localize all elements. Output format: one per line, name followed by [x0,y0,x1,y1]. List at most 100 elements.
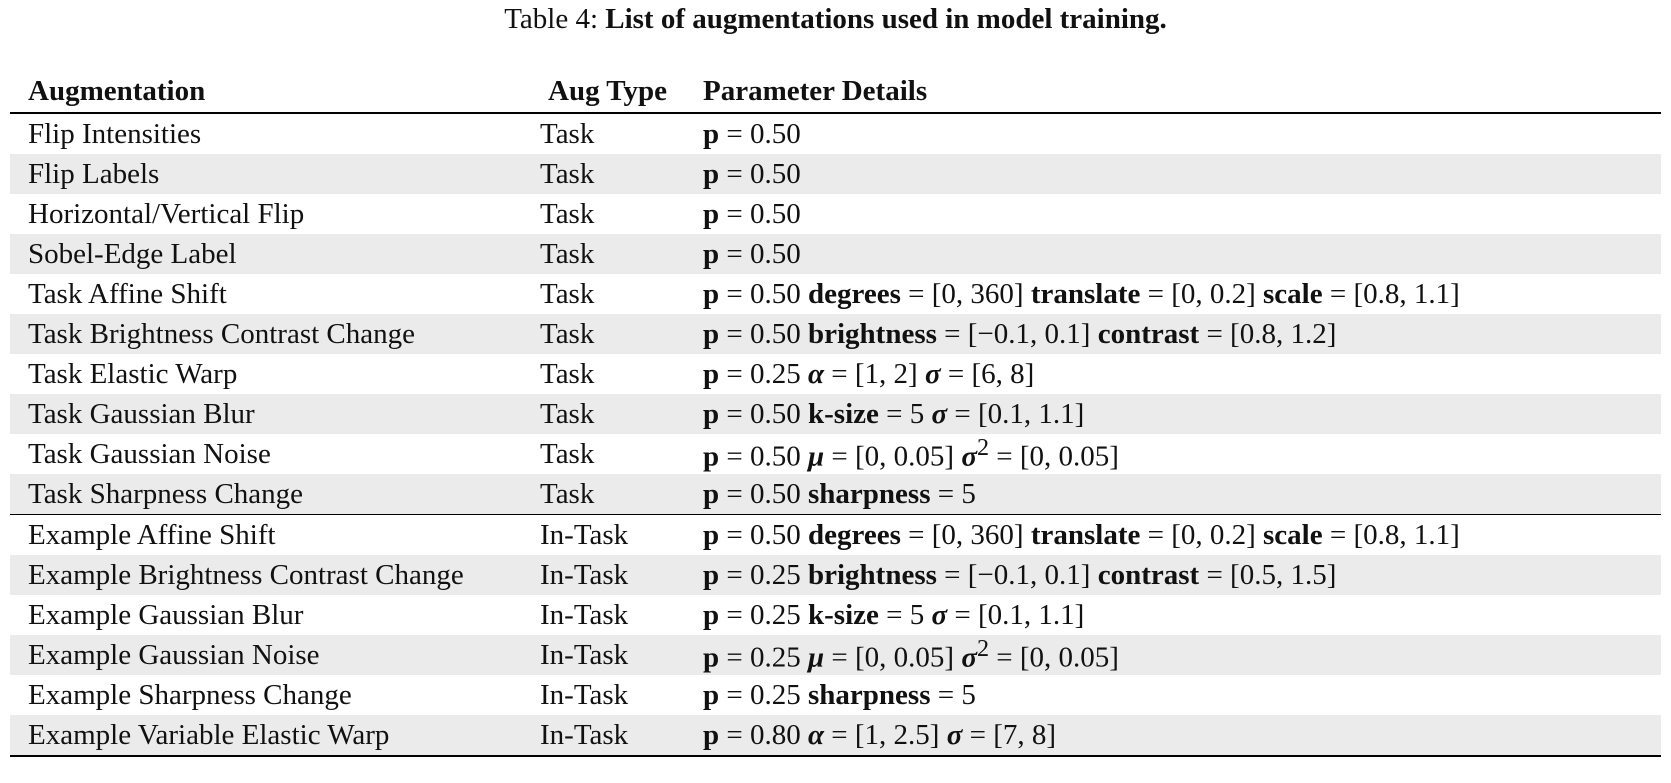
cell-augmentation: Example Gaussian Noise [28,638,320,671]
table-row: Task Affine Shift Task p = 0.50 degrees = … [10,274,1661,314]
param-segment: μ [808,440,825,473]
table-caption: Table 4: List of augmentations used in m… [0,2,1671,36]
param-segment: k-size [808,397,879,430]
param-segment: = [0.1, 1.1] [947,397,1085,430]
param-segment: = [6, 8] [940,357,1035,390]
cell-aug-type: Task [540,117,595,150]
table-row: Example Gaussian Noise In-Task p = 0.25 μ … [10,635,1661,675]
param-segment: = 5 [930,477,976,510]
param-segment: = [0, 0.2] [1140,277,1264,310]
param-segment: σ [946,718,963,751]
caption-prefix: Table 4: [504,3,606,35]
param-segment: σ [924,357,941,390]
param-segment: = [7, 8] [962,718,1057,751]
cell-augmentation: Task Gaussian Noise [28,437,271,470]
cell-parameter-details: p = 0.80 α = [1, 2.5] σ = [7, 8] [703,719,1661,752]
table-row: Example Affine Shift In-Task p = 0.50 degr… [10,515,1661,555]
param-segment: = [1, 2.5] [824,718,947,751]
param-segment: = 0.50 [719,237,801,270]
cell-aug-type: In-Task [540,598,629,631]
cell-aug-type: Task [540,157,595,190]
param-segment: translate [1030,518,1141,551]
cell-parameter-details: p = 0.50 k-size = 5 σ = [0.1, 1.1] [703,398,1661,431]
section-divider-rule [10,514,1661,515]
param-segment: σ [961,641,977,674]
cell-aug-type: Task [540,237,595,270]
cell-augmentation: Task Gaussian Blur [28,397,255,430]
table-row: Example Brightness Contrast Change In-Tas… [10,555,1661,595]
cell-augmentation: Task Elastic Warp [28,357,238,390]
cell-augmentation: Example Affine Shift [28,518,276,551]
param-segment: = [0, 360] [900,277,1031,310]
header-aug-type: Aug Type [548,74,667,107]
param-segment: contrast [1097,558,1200,591]
param-segment: σ [931,397,948,430]
param-segment: = 0.50 [719,117,801,150]
table-row: Flip Labels Task p = 0.50 [10,154,1661,194]
param-segment: = [0.5, 1.5] [1199,558,1337,591]
param-segment: k-size [808,598,879,631]
param-segment: p [703,117,720,150]
augmentation-table: Augmentation Aug Type Parameter Details … [10,70,1661,757]
param-segment: = [0, 0.05] [989,641,1119,674]
param-segment: μ [808,641,825,674]
cell-parameter-details: p = 0.50 [703,158,1661,191]
cell-aug-type: Task [540,317,595,350]
param-segment: p [703,678,720,711]
cell-parameter-details: p = 0.25 μ = [0, 0.05] σ2 = [0, 0.05] [703,635,1661,675]
param-segment: sharpness [808,678,931,711]
param-segment: sharpness [808,477,931,510]
param-segment: p [703,277,720,310]
cell-aug-type: In-Task [540,558,629,591]
param-segment: = 0.50 [719,277,808,310]
param-segment: p [703,357,720,390]
cell-parameter-details: p = 0.50 degrees = [0, 360] translate = … [703,519,1661,552]
param-segment: = 0.25 [719,357,808,390]
table-row: Task Gaussian Noise Task p = 0.50 μ = [0, … [10,434,1661,474]
param-segment: p [703,641,720,674]
table-row: Horizontal/Vertical Flip Task p = 0.50 [10,194,1661,234]
cell-parameter-details: p = 0.50 brightness = [−0.1, 0.1] contra… [703,318,1661,351]
cell-aug-type: In-Task [540,678,629,711]
table-row: Task Gaussian Blur Task p = 0.50 k-size = … [10,394,1661,434]
param-segment: = 0.25 [719,558,808,591]
param-segment: = 0.80 [719,718,808,751]
param-segment: = [0.8, 1.1] [1322,518,1460,551]
cell-augmentation: Flip Intensities [28,117,202,150]
param-segment: = 0.50 [719,440,808,473]
param-segment: = [1, 2] [824,357,925,390]
cell-parameter-details: p = 0.50 sharpness = 5 [703,478,1661,511]
param-segment: = 0.50 [719,317,808,350]
param-segment: p [703,718,720,751]
table-row: Example Gaussian Blur In-Task p = 0.25 k-s… [10,595,1661,635]
param-segment: p [703,518,720,551]
table-row: Sobel-Edge Label Task p = 0.50 [10,234,1661,274]
param-segment: p [703,157,720,190]
cell-parameter-details: p = 0.25 α = [1, 2] σ = [6, 8] [703,358,1661,391]
param-segment: = [−0.1, 0.1] [936,558,1098,591]
table-row: Task Brightness Contrast Change Task p = 0… [10,314,1661,354]
param-segment: 2 [976,434,990,462]
param-segment: scale [1263,518,1323,551]
cell-parameter-details: p = 0.50 [703,118,1661,151]
cell-parameter-details: p = 0.50 [703,238,1661,271]
cell-augmentation: Task Sharpness Change [28,477,304,510]
cell-aug-type: Task [540,277,595,310]
param-segment: p [703,440,720,473]
param-segment: p [703,397,720,430]
cell-aug-type: In-Task [540,518,629,551]
header-parameter-details: Parameter Details [703,74,928,107]
cell-augmentation: Example Variable Elastic Warp [28,718,390,751]
param-segment: = [0, 0.05] [824,440,962,473]
param-segment: 2 [976,635,990,663]
param-segment: = [0, 360] [900,518,1031,551]
param-segment: p [703,317,720,350]
table-row: Flip Intensities Task p = 0.50 [10,114,1661,154]
table-body: Flip Intensities Task p = 0.50 Flip Labels T… [10,114,1661,755]
table-row: Task Elastic Warp Task p = 0.25 α = [1, 2]… [10,354,1661,394]
param-segment: p [703,197,720,230]
table-row: Task Sharpness Change Task p = 0.50 sharpn… [10,474,1661,514]
param-segment: = 0.50 [719,197,801,230]
param-segment: = 0.25 [719,598,808,631]
cell-parameter-details: p = 0.25 sharpness = 5 [703,679,1661,712]
